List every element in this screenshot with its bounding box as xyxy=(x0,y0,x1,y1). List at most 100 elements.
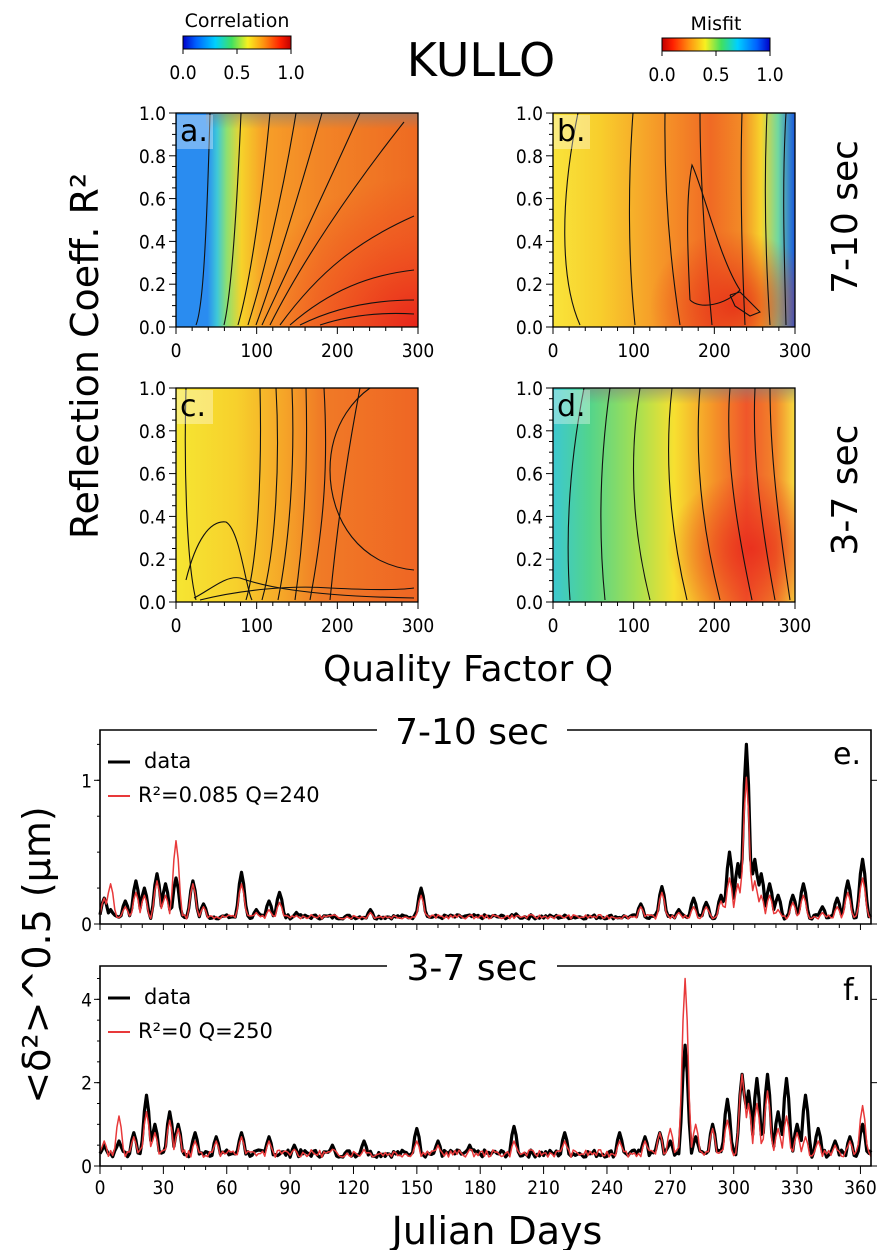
figure-title: KULLO xyxy=(407,33,555,87)
timeseries-panel-e: 7-10 sec e. data R²=0.085 Q=240 0 1 xyxy=(81,712,877,936)
grid-ylabel: Reflection Coeff. R² xyxy=(63,173,107,539)
contour-line xyxy=(261,387,279,601)
grid-xlabel: Quality Factor Q xyxy=(323,649,613,690)
x-tick-label: 100 xyxy=(617,615,650,637)
panel-letter: c. xyxy=(180,389,206,424)
y-tick-label: 0.2 xyxy=(516,549,543,571)
contour-line xyxy=(740,112,746,326)
x-tick-label: 300 xyxy=(402,340,435,362)
x-tick-label: 300 xyxy=(779,615,812,637)
contour-line xyxy=(319,312,415,326)
contour-line xyxy=(567,387,585,601)
series-model-line xyxy=(99,776,872,920)
y-tick-label: 0.0 xyxy=(516,317,543,339)
misfit-colorbar: Misfit 0.0 0.5 1.0 xyxy=(648,13,783,86)
misfit-colorbar-tick-label: 1.0 xyxy=(756,64,783,86)
contour-line xyxy=(184,387,197,601)
contour-line xyxy=(195,112,211,326)
contour-line xyxy=(261,112,361,326)
timeseries-xlabel: Julian Days xyxy=(390,1209,603,1250)
panel-letter-bg xyxy=(177,115,213,149)
y-tick-label: 0.6 xyxy=(516,464,543,486)
series-data-line xyxy=(98,742,873,921)
legend-data-label: data xyxy=(144,985,191,1009)
heatmap-top-shade xyxy=(583,388,795,404)
contour-line xyxy=(269,121,405,326)
panel-title: 3-7 sec xyxy=(407,948,538,989)
x-tick-label: 150 xyxy=(401,1177,434,1199)
contour-line xyxy=(294,387,308,601)
correlation-colorbar-tick-label: 0.5 xyxy=(223,62,250,84)
x-tick-label: 300 xyxy=(779,340,812,362)
contour-line xyxy=(255,112,323,326)
panel-letter-bg xyxy=(554,115,590,149)
contour-lines xyxy=(195,112,415,326)
contour-line xyxy=(247,112,297,326)
heatmap-fill xyxy=(176,388,418,602)
x-tick-label: 100 xyxy=(240,615,273,637)
y-tick-label: 0.6 xyxy=(139,464,166,486)
panel-letter-bg xyxy=(554,390,590,424)
x-tick-label: 270 xyxy=(654,1177,687,1199)
x-tick-label: 60 xyxy=(216,1177,238,1199)
legend-model-label: R²=0.085 Q=240 xyxy=(138,783,320,807)
y-tick-label: 0 xyxy=(81,1156,92,1178)
x-tick-label: 100 xyxy=(617,340,650,362)
y-tick-label: 2 xyxy=(81,1073,92,1095)
y-tick-label: 0.6 xyxy=(139,189,166,211)
contour-line xyxy=(245,387,262,601)
contour-line xyxy=(600,387,611,601)
y-tick-label: 0.0 xyxy=(139,592,166,614)
heatmap-panel-a: a. 0 100 200 300 0.0 0.2 0.4 0.6 0.8 1.0 xyxy=(139,103,435,362)
x-tick-label: 120 xyxy=(337,1177,370,1199)
y-tick-label: 0.8 xyxy=(516,421,543,443)
y-tick-label: 0 xyxy=(81,914,92,936)
contour-line xyxy=(564,112,581,326)
contour-line xyxy=(199,586,415,601)
x-tick-label: 30 xyxy=(152,1177,174,1199)
y-tick-label: 0.8 xyxy=(139,146,166,168)
panel-letter: e. xyxy=(833,737,861,772)
y-tick-label: 0.8 xyxy=(139,421,166,443)
contour-line xyxy=(237,112,271,326)
y-tick-label: 1.0 xyxy=(139,378,166,400)
y-tick-label: 0.2 xyxy=(139,549,166,571)
heatmap-overlay xyxy=(176,113,418,327)
contour-line xyxy=(697,387,721,601)
contour-lines xyxy=(567,387,791,601)
y-tick-label: 1 xyxy=(81,770,92,792)
y-tick-label: 0.0 xyxy=(139,317,166,339)
heatmap-top-shade xyxy=(206,113,418,129)
contour-line xyxy=(279,215,415,326)
contour-line xyxy=(728,387,753,601)
contour-line xyxy=(687,163,741,306)
correlation-colorbar-tick-label: 0.0 xyxy=(169,62,196,84)
contour-line xyxy=(223,112,242,326)
legend-data-label: data xyxy=(144,749,191,773)
x-tick-label: 0 xyxy=(548,615,559,637)
row-label-3-7: 3-7 sec xyxy=(825,425,866,556)
y-tick-label: 0.2 xyxy=(139,274,166,296)
contour-line xyxy=(329,387,415,571)
x-tick-label: 330 xyxy=(781,1177,814,1199)
heatmap-panel-b: b. 0 100 200 300 0.0 0.2 0.4 0.6 0.8 1.0 xyxy=(516,103,812,362)
misfit-colorbar-label: Misfit xyxy=(691,13,742,35)
contour-line xyxy=(769,387,791,601)
x-tick-label: 90 xyxy=(279,1177,301,1199)
contour-line xyxy=(664,112,681,326)
y-tick-label: 0.4 xyxy=(516,506,543,528)
contour-line xyxy=(309,387,327,601)
y-tick-label: 0.2 xyxy=(516,274,543,296)
panel-letter-bg xyxy=(177,390,213,424)
x-tick-label: 210 xyxy=(527,1177,560,1199)
contour-line xyxy=(277,387,294,601)
heatmap-overlay xyxy=(553,113,795,327)
panel-letter: b. xyxy=(557,114,586,149)
contour-line xyxy=(299,299,415,326)
misfit-colorbar-tick-label: 0.5 xyxy=(702,64,729,86)
heatmap-panel-d: d. 0 100 200 300 0.0 0.2 0.4 0.6 0.8 1.0 xyxy=(516,378,812,637)
panel-letter: a. xyxy=(180,114,208,149)
y-tick-label: 1.0 xyxy=(516,378,543,400)
